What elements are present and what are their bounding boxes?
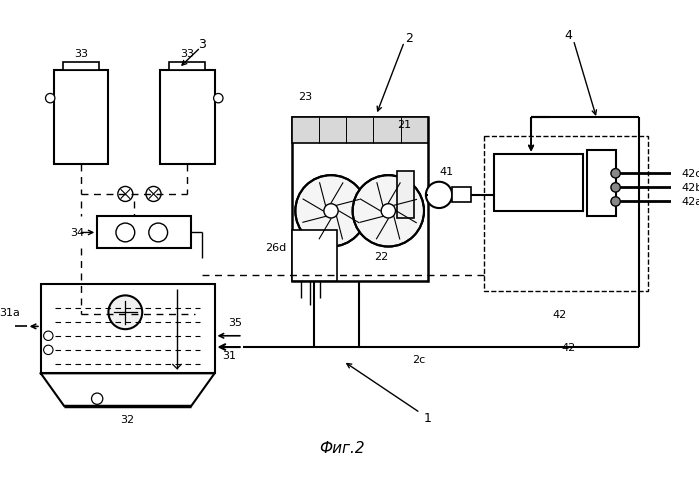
Text: 42: 42 <box>561 342 576 352</box>
Circle shape <box>43 331 53 341</box>
Circle shape <box>381 204 396 218</box>
Text: 32: 32 <box>120 415 134 424</box>
Bar <box>41 285 215 373</box>
Text: 23: 23 <box>298 92 312 102</box>
Circle shape <box>108 296 142 329</box>
Bar <box>54 71 108 165</box>
Circle shape <box>146 187 161 202</box>
Circle shape <box>214 94 223 104</box>
Text: 1: 1 <box>424 411 432 424</box>
Bar <box>493 155 583 211</box>
Text: 21: 21 <box>397 120 411 130</box>
Bar <box>169 63 206 71</box>
Text: 33: 33 <box>180 49 194 59</box>
Text: 26d: 26d <box>265 242 286 252</box>
Text: 41: 41 <box>440 167 454 177</box>
Text: 33: 33 <box>74 49 88 59</box>
Circle shape <box>45 94 55 104</box>
Bar <box>291 118 428 144</box>
Bar <box>484 136 649 291</box>
Text: 3: 3 <box>199 38 206 51</box>
Bar <box>452 188 471 203</box>
Circle shape <box>611 197 620 207</box>
Text: 2: 2 <box>405 32 413 45</box>
Circle shape <box>149 224 168 242</box>
Circle shape <box>426 182 452 209</box>
Polygon shape <box>41 373 215 407</box>
Bar <box>397 172 414 219</box>
Text: Фиг.2: Фиг.2 <box>319 440 365 455</box>
Text: 4: 4 <box>565 29 572 42</box>
Circle shape <box>116 224 135 242</box>
Circle shape <box>611 169 620 179</box>
Bar <box>291 118 428 282</box>
Bar <box>97 217 191 249</box>
Text: 2c: 2c <box>412 355 425 364</box>
Bar <box>291 230 337 282</box>
Circle shape <box>92 393 103 405</box>
Text: 42: 42 <box>552 310 566 320</box>
Bar <box>587 151 616 216</box>
Circle shape <box>611 183 620 192</box>
Circle shape <box>43 346 53 355</box>
Text: 34: 34 <box>70 228 84 238</box>
Text: 22: 22 <box>374 252 388 262</box>
Circle shape <box>324 204 338 218</box>
Text: 31a: 31a <box>0 308 20 318</box>
Text: 42c: 42c <box>682 169 699 179</box>
Bar <box>64 63 99 71</box>
Text: 35: 35 <box>229 317 243 327</box>
Circle shape <box>296 176 367 247</box>
Bar <box>160 71 215 165</box>
Circle shape <box>352 176 424 247</box>
Text: 31: 31 <box>222 350 236 360</box>
Text: 42a: 42a <box>682 197 699 207</box>
Circle shape <box>118 187 133 202</box>
Text: 42b: 42b <box>682 183 699 193</box>
